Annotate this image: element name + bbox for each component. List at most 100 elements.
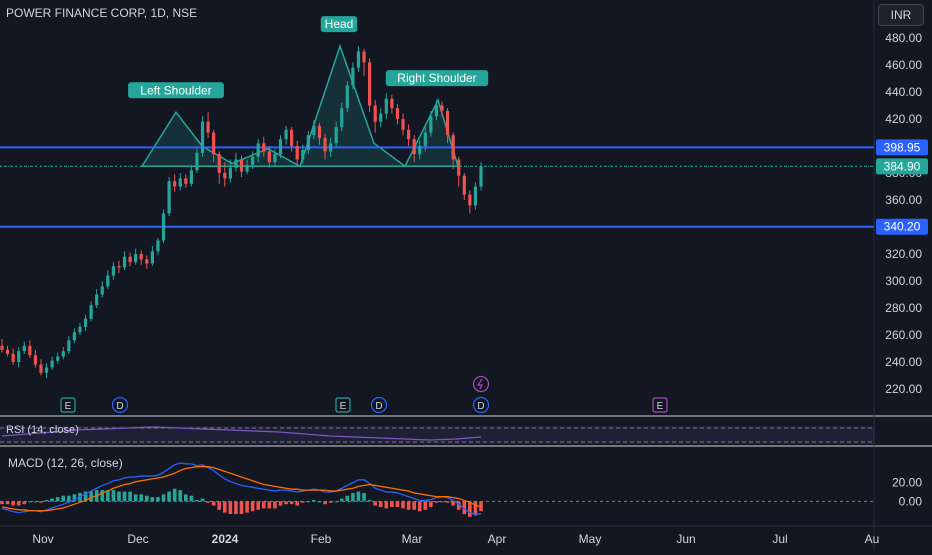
candle-body	[351, 67, 355, 86]
candle-body	[161, 213, 166, 241]
level-price-label: 340.20	[884, 220, 921, 234]
candle-body	[167, 181, 171, 214]
macd-histogram-bar	[456, 501, 461, 510]
candle-body	[217, 154, 221, 173]
candle-body	[156, 240, 160, 252]
candle-body	[95, 294, 99, 306]
event-marker-label: E	[657, 401, 664, 412]
candle-body	[345, 85, 349, 109]
pattern-label: Left Shoulder	[140, 83, 211, 97]
candle-body	[262, 143, 266, 152]
dividend-marker	[111, 396, 129, 414]
candle	[295, 140, 299, 167]
candle	[134, 248, 138, 265]
candle	[106, 270, 110, 290]
candle-body	[273, 154, 277, 163]
macd-histogram-bar	[462, 501, 467, 515]
price-tick-label: 300.00	[885, 274, 922, 288]
macd-histogram-bar	[351, 492, 355, 502]
macd-indicator-label: MACD (12, 26, close)	[8, 456, 123, 470]
candle	[0, 339, 4, 353]
time-tick-label: Apr	[488, 532, 507, 546]
candle	[284, 125, 288, 145]
candle-body	[234, 159, 238, 168]
macd-histogram-bar	[367, 499, 372, 502]
candle	[323, 133, 327, 160]
macd-histogram-bar	[373, 501, 377, 506]
candle	[89, 301, 93, 322]
candle	[50, 356, 54, 371]
macd-histogram-bar	[200, 498, 205, 502]
macd-histogram-bar	[195, 499, 199, 502]
earnings-marker	[335, 397, 351, 413]
macd-histogram-bar	[323, 501, 327, 505]
dividend-marker	[472, 396, 490, 414]
candle-body	[306, 135, 310, 151]
candle	[44, 363, 49, 379]
candle-body	[362, 51, 366, 63]
candle-body	[445, 110, 450, 136]
candle-body	[184, 178, 188, 184]
candle	[262, 136, 266, 157]
macd-histogram-bar	[273, 501, 277, 509]
candle-body	[473, 186, 478, 206]
candle-body	[44, 367, 49, 373]
candle	[362, 48, 366, 76]
macd-histogram-bar	[468, 501, 472, 517]
candle	[167, 177, 171, 217]
candle	[429, 110, 433, 137]
candle-body	[223, 173, 227, 179]
macd-histogram-bar	[61, 495, 66, 502]
candle-body	[206, 121, 210, 133]
macd-tick-label: 20.00	[892, 476, 922, 490]
candle	[239, 155, 244, 178]
pattern-label-box	[385, 70, 489, 87]
candle	[390, 94, 394, 114]
macd-tick-label: 0.00	[899, 494, 923, 508]
macd-histogram-bar	[356, 491, 361, 502]
candle	[468, 190, 472, 214]
price-tick-label: 440.00	[885, 85, 922, 99]
candle	[178, 173, 182, 191]
candle-body	[117, 266, 121, 268]
event-marker-label: D	[116, 401, 123, 412]
candle-body	[312, 125, 316, 136]
candle-body	[173, 181, 177, 187]
macd-histogram-bar	[106, 490, 110, 502]
candle	[5, 345, 10, 357]
candle-body	[111, 266, 115, 276]
macd-histogram-bar	[362, 492, 366, 502]
price-tick-label: 260.00	[885, 328, 922, 342]
candle-body	[290, 129, 294, 146]
macd-histogram-bar	[33, 501, 38, 503]
candle	[457, 156, 461, 187]
candle-body	[33, 355, 38, 365]
candle-body	[28, 345, 32, 356]
event-marker-label: D	[477, 401, 484, 412]
macd-histogram-bar	[300, 501, 305, 503]
candle-body	[56, 356, 60, 361]
candle-body	[134, 254, 138, 263]
earnings-marker	[652, 397, 668, 413]
level-price-label: 398.95	[884, 140, 921, 154]
candle	[145, 255, 149, 269]
candle	[479, 162, 483, 191]
candle	[234, 152, 238, 172]
candle-body	[67, 340, 71, 352]
macd-histogram-bar	[278, 501, 283, 506]
candle	[445, 108, 450, 144]
macd-histogram-bar	[228, 501, 233, 515]
candle	[312, 120, 316, 140]
currency-button[interactable]: INR	[878, 4, 924, 26]
candle	[22, 341, 26, 354]
candle-body	[390, 98, 394, 109]
time-tick-label: Feb	[311, 532, 332, 546]
candle	[78, 322, 82, 335]
macd-histogram-bar	[156, 497, 160, 502]
candle	[451, 132, 455, 169]
time-tick-label: Jun	[676, 532, 695, 546]
candle-body	[384, 98, 388, 114]
head-and-shoulders-pattern	[140, 43, 460, 168]
